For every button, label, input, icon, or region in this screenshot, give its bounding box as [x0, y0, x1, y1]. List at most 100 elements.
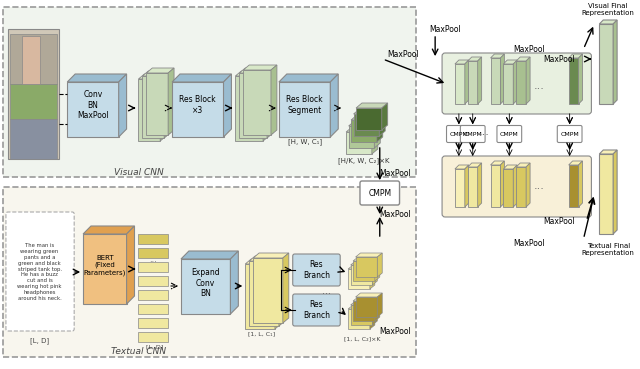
Text: CMPM: CMPM [500, 131, 518, 137]
Polygon shape [348, 265, 375, 269]
FancyBboxPatch shape [10, 84, 58, 119]
Polygon shape [263, 71, 269, 141]
Polygon shape [279, 74, 338, 82]
Polygon shape [83, 234, 127, 304]
Polygon shape [267, 68, 273, 138]
Polygon shape [353, 257, 380, 261]
Polygon shape [377, 115, 383, 142]
Polygon shape [516, 163, 530, 167]
Polygon shape [67, 82, 118, 137]
Polygon shape [283, 253, 289, 323]
Polygon shape [513, 165, 517, 207]
Polygon shape [239, 73, 267, 138]
Polygon shape [138, 74, 166, 79]
FancyBboxPatch shape [360, 181, 399, 205]
Polygon shape [353, 109, 385, 114]
Polygon shape [569, 165, 579, 207]
Text: MaxPool: MaxPool [380, 169, 412, 177]
Polygon shape [353, 114, 380, 136]
Polygon shape [468, 61, 477, 104]
Polygon shape [579, 54, 582, 104]
Polygon shape [172, 74, 232, 82]
Polygon shape [465, 60, 468, 104]
FancyBboxPatch shape [497, 125, 522, 142]
Polygon shape [513, 60, 517, 104]
Polygon shape [349, 121, 380, 126]
Polygon shape [375, 297, 380, 321]
Text: MaxPool: MaxPool [513, 238, 545, 248]
FancyBboxPatch shape [292, 254, 340, 286]
Polygon shape [330, 74, 338, 137]
Polygon shape [465, 165, 468, 207]
Polygon shape [455, 64, 465, 104]
Text: ...: ... [534, 81, 545, 91]
Polygon shape [599, 150, 617, 154]
FancyBboxPatch shape [10, 119, 58, 159]
FancyBboxPatch shape [3, 7, 417, 177]
Polygon shape [353, 301, 375, 321]
Text: MaxPool: MaxPool [380, 327, 412, 335]
Polygon shape [138, 318, 168, 328]
Polygon shape [351, 301, 378, 305]
Polygon shape [356, 257, 378, 277]
Polygon shape [160, 74, 166, 141]
Polygon shape [279, 82, 330, 137]
Polygon shape [468, 167, 477, 207]
Polygon shape [356, 103, 388, 108]
Polygon shape [245, 259, 281, 264]
Polygon shape [356, 253, 382, 257]
Polygon shape [348, 269, 370, 289]
FancyBboxPatch shape [6, 212, 74, 331]
Polygon shape [351, 305, 372, 325]
Text: [H/K, W, C₂]×K: [H/K, W, C₂]×K [338, 158, 390, 164]
FancyBboxPatch shape [292, 294, 340, 326]
Polygon shape [490, 54, 504, 58]
Polygon shape [504, 64, 513, 104]
FancyBboxPatch shape [442, 53, 591, 114]
Polygon shape [381, 103, 388, 130]
Polygon shape [353, 297, 380, 301]
Polygon shape [279, 256, 285, 326]
Text: [1, L, C₂]×K: [1, L, C₂]×K [344, 337, 380, 341]
Polygon shape [138, 276, 168, 286]
Polygon shape [490, 58, 500, 104]
Polygon shape [147, 68, 174, 73]
Polygon shape [526, 163, 530, 207]
FancyBboxPatch shape [557, 125, 582, 142]
Polygon shape [569, 54, 582, 58]
Polygon shape [370, 265, 375, 289]
Polygon shape [118, 74, 127, 137]
Text: Textual CNN: Textual CNN [111, 348, 166, 356]
Text: MaxPool: MaxPool [513, 45, 545, 54]
Polygon shape [477, 57, 482, 104]
Polygon shape [370, 305, 375, 329]
Polygon shape [243, 70, 271, 135]
Polygon shape [253, 258, 283, 323]
Polygon shape [353, 261, 375, 281]
Polygon shape [243, 65, 277, 70]
Text: [1, L, C₁]: [1, L, C₁] [248, 331, 275, 337]
Polygon shape [349, 126, 374, 148]
Text: Visual Final
Representation: Visual Final Representation [582, 3, 635, 15]
Polygon shape [490, 165, 500, 207]
Polygon shape [468, 57, 482, 61]
Polygon shape [351, 120, 377, 142]
Polygon shape [138, 290, 168, 300]
Text: MaxPool: MaxPool [429, 24, 461, 34]
Text: ...: ... [534, 181, 545, 191]
FancyBboxPatch shape [22, 36, 40, 84]
Polygon shape [351, 261, 378, 265]
Text: MaxPool: MaxPool [543, 55, 575, 63]
Polygon shape [236, 71, 269, 76]
Polygon shape [138, 248, 168, 258]
Text: BERT
(Fixed
Parameters): BERT (Fixed Parameters) [84, 255, 126, 276]
Polygon shape [504, 169, 513, 207]
FancyBboxPatch shape [3, 187, 417, 357]
Polygon shape [569, 58, 579, 104]
Polygon shape [138, 332, 168, 342]
Polygon shape [351, 115, 383, 120]
FancyBboxPatch shape [460, 125, 485, 142]
Text: MaxPool: MaxPool [388, 49, 419, 59]
Polygon shape [569, 161, 582, 165]
Text: Res Block
×3: Res Block ×3 [179, 95, 216, 115]
